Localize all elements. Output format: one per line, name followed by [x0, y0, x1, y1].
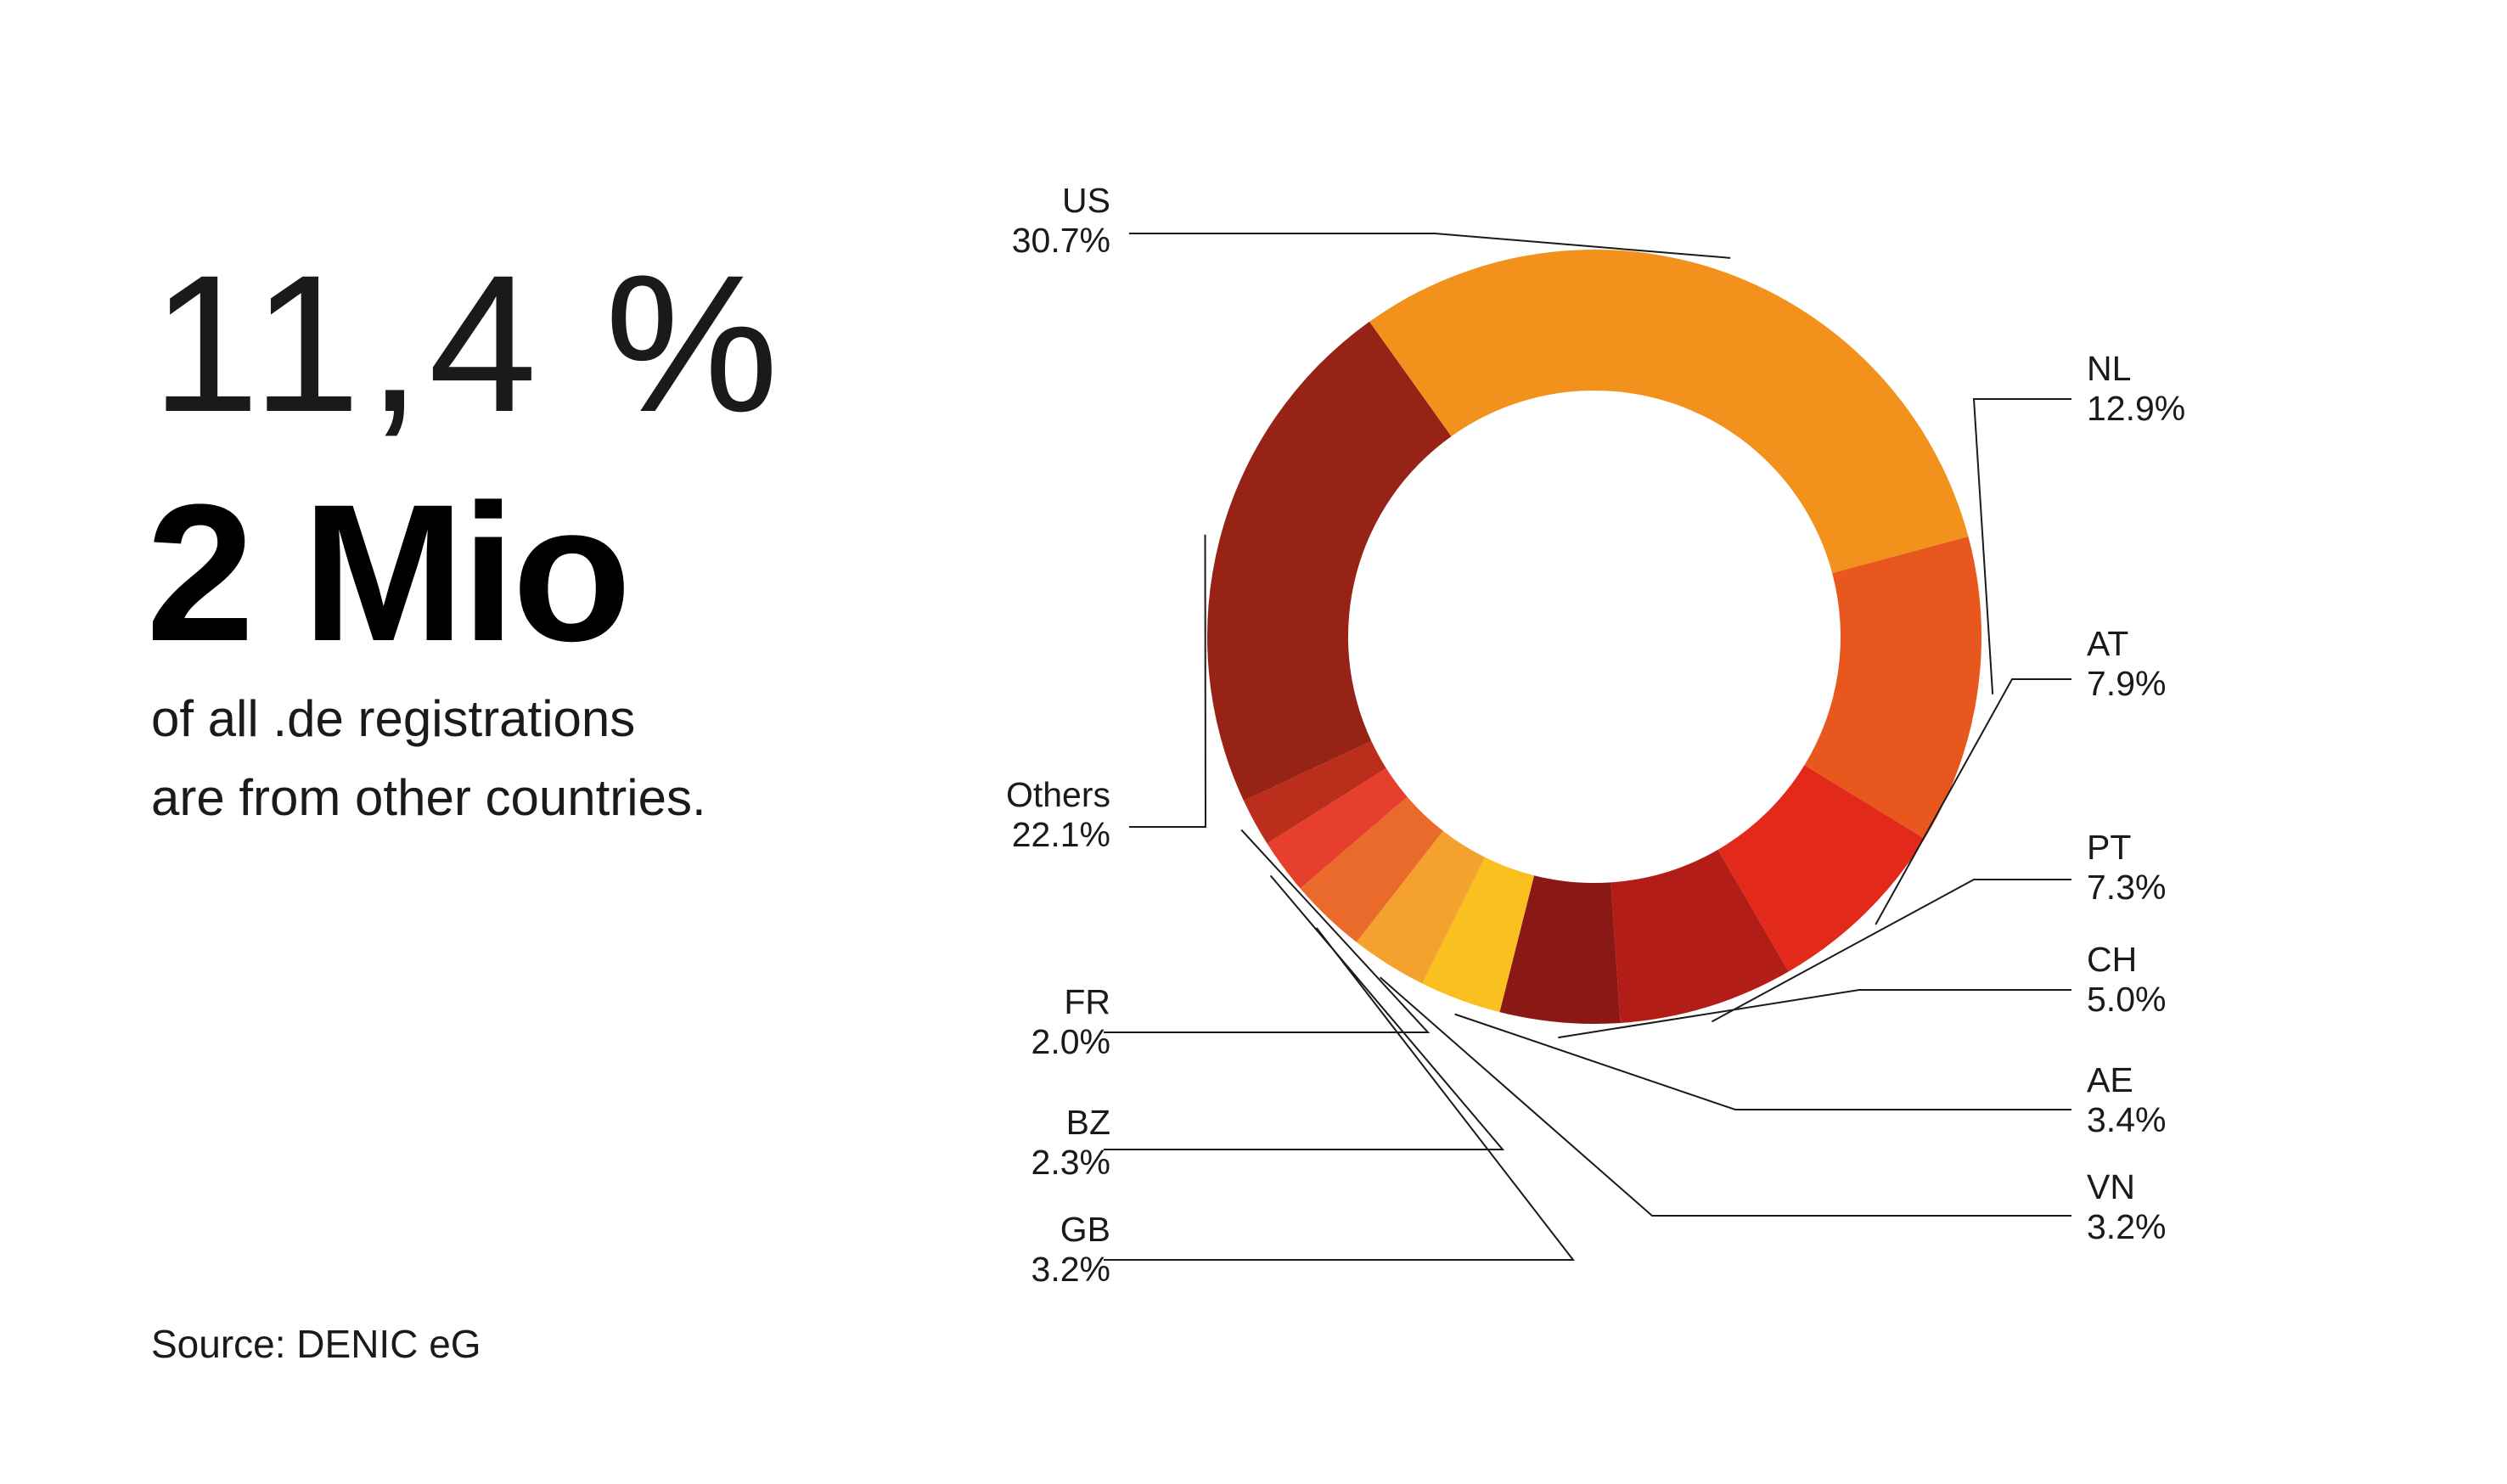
slice-at: [1717, 765, 1925, 972]
slice-label-at: AT: [2087, 624, 2128, 663]
leader-line-pt: [1711, 879, 2071, 1023]
description-line-2: are from other countries.: [151, 769, 706, 826]
slice-others: [1206, 321, 1452, 801]
donut-slices: [1206, 250, 1981, 1024]
leader-line-at: [1875, 678, 2071, 925]
slice-ch: [1499, 875, 1621, 1024]
slice-gb: [1300, 796, 1443, 942]
slice-nl: [1804, 536, 1981, 839]
slice-value-others: 22.1%: [1012, 815, 1110, 854]
leader-line-us: [1129, 233, 1731, 259]
slice-value-pt: 7.3%: [2087, 868, 2166, 907]
slice-value-ch: 5.0%: [2087, 980, 2166, 1019]
leader-line-ae: [1454, 1013, 2071, 1110]
slice-label-ch: CH: [2087, 940, 2137, 979]
slice-value-ae: 3.4%: [2087, 1100, 2166, 1139]
slice-value-bz: 2.3%: [1031, 1143, 1110, 1182]
slice-labels: NL12.9%AT7.9%PT7.3%CH5.0%AE3.4%VN3.2%GB3…: [1006, 181, 2185, 1289]
slice-value-us: 30.7%: [1012, 221, 1110, 260]
headline-description: of all .de registrations are from other …: [151, 679, 706, 837]
foreign-share-percent: 11,4 %: [151, 234, 785, 453]
slice-label-us: US: [1062, 181, 1110, 220]
slice-bz: [1267, 767, 1408, 889]
leader-line-bz: [1104, 874, 1505, 1150]
slice-label-bz: BZ: [1066, 1103, 1110, 1142]
label-leader-lines: [1104, 233, 2071, 1261]
slice-vn: [1356, 830, 1486, 984]
slice-value-at: 7.9%: [2087, 664, 2166, 703]
description-line-1: of all .de registrations: [151, 690, 636, 747]
slice-label-ae: AE: [2087, 1060, 2133, 1099]
slice-us: [1369, 250, 1969, 573]
slice-ae: [1422, 857, 1535, 1013]
slice-value-gb: 3.2%: [1031, 1250, 1110, 1289]
leader-line-ch: [1558, 989, 2071, 1039]
slice-value-nl: 12.9%: [2087, 389, 2185, 428]
slice-fr: [1243, 740, 1386, 844]
registrations-headline: 2 Mio: [146, 464, 632, 682]
leader-line-others: [1129, 534, 1207, 828]
slice-label-pt: PT: [2087, 828, 2131, 867]
slice-label-fr: FR: [1064, 982, 1110, 1021]
slice-label-nl: NL: [2087, 349, 2131, 388]
slice-value-vn: 3.2%: [2087, 1207, 2166, 1246]
slice-label-vn: VN: [2087, 1167, 2135, 1206]
slice-label-others: Others: [1006, 775, 1110, 814]
slice-value-fr: 2.0%: [1031, 1022, 1110, 1061]
leader-line-vn: [1380, 976, 2071, 1217]
source-note: Source: DENIC eG: [151, 1322, 481, 1366]
slice-label-gb: GB: [1060, 1210, 1110, 1249]
leader-line-gb: [1104, 927, 1576, 1261]
leader-line-fr: [1104, 829, 1431, 1033]
slice-pt: [1610, 849, 1789, 1023]
leader-line-nl: [1972, 398, 2071, 694]
